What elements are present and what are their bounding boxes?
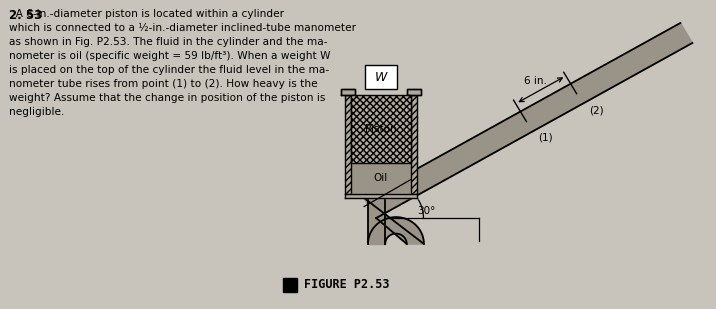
Text: W: W (374, 70, 387, 83)
Text: (1): (1) (538, 133, 553, 143)
Text: 2. 53: 2. 53 (9, 9, 42, 22)
Text: (2): (2) (589, 105, 604, 115)
Polygon shape (345, 194, 417, 198)
Text: Piston: Piston (365, 124, 397, 134)
Polygon shape (364, 198, 424, 244)
Polygon shape (364, 23, 692, 218)
Text: FIGURE P2.53: FIGURE P2.53 (304, 278, 390, 291)
Polygon shape (351, 163, 411, 194)
Polygon shape (351, 95, 411, 163)
Polygon shape (341, 89, 355, 95)
Text: 30°: 30° (417, 206, 436, 216)
Polygon shape (364, 65, 397, 89)
Polygon shape (368, 194, 385, 244)
Polygon shape (407, 89, 421, 95)
Polygon shape (368, 217, 424, 244)
Polygon shape (345, 95, 351, 194)
Bar (283, 278, 297, 292)
Text: 6 in.: 6 in. (524, 76, 547, 86)
Text: A 6-in.-diameter piston is located within a cylinder
which is connected to a ½-i: A 6-in.-diameter piston is located withi… (9, 9, 356, 117)
Text: Oil: Oil (374, 173, 388, 183)
Polygon shape (411, 95, 417, 194)
